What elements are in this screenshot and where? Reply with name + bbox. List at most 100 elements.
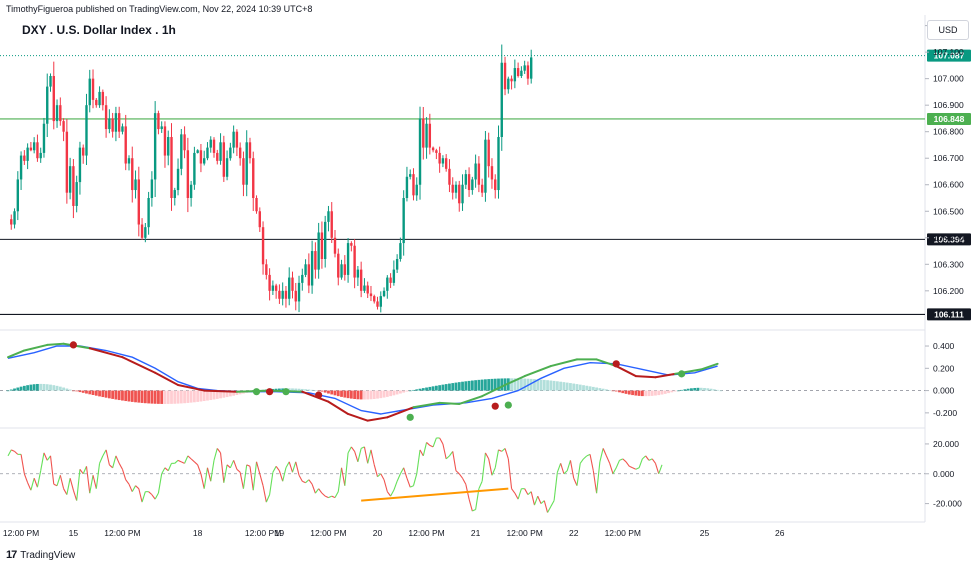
time-tick-label: 12:00 PM [310, 528, 346, 538]
footer-brand[interactable]: 17 TradingView [6, 549, 75, 561]
osc-line-segment [419, 449, 424, 457]
osc-line-segment [157, 473, 163, 494]
osc-line-segment [393, 481, 398, 491]
candle-body [216, 152, 219, 161]
osc-line-segment [72, 490, 78, 501]
macd-histogram-bar [680, 389, 684, 391]
macd-cross-dot [315, 391, 323, 399]
macd-histogram-bar [78, 390, 82, 393]
osc-line-segment [511, 488, 516, 494]
osc-line-segment [354, 451, 359, 462]
osc-line-segment [30, 478, 35, 491]
osc-line-segment [373, 464, 379, 477]
osc-line-segment [213, 448, 218, 461]
candle-body [186, 150, 190, 198]
candle-body [376, 301, 379, 307]
osc-line-segment [592, 470, 598, 494]
osc-line-segment [527, 491, 532, 496]
osc-line-segment [334, 491, 339, 498]
currency-label[interactable]: USD [927, 20, 969, 40]
osc-line-segment [537, 495, 542, 504]
macd-histogram-bar [278, 388, 281, 391]
osc-line-segment [112, 455, 117, 468]
candle-body [121, 126, 124, 132]
candle-body [199, 150, 203, 164]
candle-body [271, 285, 275, 291]
osc-line-segment [396, 473, 401, 482]
candle-body [62, 121, 65, 132]
candle-body [471, 179, 474, 191]
macd-histogram-bar [111, 390, 115, 399]
macd-histogram-bar [712, 389, 716, 391]
candle-body [88, 78, 91, 106]
macd-histogram-bar [183, 390, 186, 404]
osc-line-segment [265, 494, 271, 503]
candle-body [317, 232, 320, 270]
time-tick-label: 19 [275, 528, 285, 538]
macd-histogram-bar [45, 384, 49, 391]
osc-line-segment [642, 455, 647, 460]
candle-body [523, 65, 526, 71]
candle-body [363, 285, 366, 291]
osc-line-segment [596, 461, 601, 494]
candle-body [382, 290, 386, 297]
osc-line-segment [543, 500, 549, 513]
osc-line-segment [295, 461, 300, 476]
macd-tick-label: -0.200 [933, 408, 957, 418]
brand-name: TradingView [20, 549, 76, 561]
macd-histogram-bar [366, 390, 370, 400]
macd-histogram-bar [6, 390, 10, 392]
chart-title[interactable]: DXY . U.S. Dollar Index . 1h [22, 23, 176, 37]
candle-body [444, 158, 448, 169]
macd-line-segment [366, 416, 389, 422]
candle-body [350, 243, 353, 246]
macd-line-segment [88, 347, 124, 359]
osc-line-segment [36, 470, 42, 488]
candle-body [170, 137, 173, 198]
osc-line-segment [357, 448, 362, 462]
candle-body [418, 118, 422, 185]
osc-line-segment [648, 458, 653, 461]
osc-line-segment [46, 455, 51, 461]
macd-histogram-bar [196, 390, 200, 402]
macd-histogram-bar [421, 388, 425, 391]
osc-line-segment [148, 491, 153, 496]
macd-histogram-bar [294, 388, 298, 391]
macd-histogram-bar [497, 378, 500, 391]
macd-histogram-bar [333, 390, 337, 396]
macd-histogram-bar [176, 390, 180, 404]
macd-histogram-bar [389, 390, 392, 397]
candle-body [330, 211, 333, 238]
macd-histogram-bar [408, 390, 412, 392]
macd-histogram-bar [166, 390, 170, 404]
candle-body [373, 296, 376, 302]
candle-body [454, 184, 458, 193]
macd-histogram-bar [219, 390, 222, 399]
candle-body [314, 251, 317, 270]
macd-cross-dot [282, 388, 290, 396]
candle-body [435, 150, 438, 153]
osc-line-segment [311, 484, 316, 494]
macd-histogram-bar [42, 383, 46, 391]
candle-body [235, 131, 239, 148]
candle-body [359, 269, 363, 291]
candle-body [513, 68, 517, 82]
macd-histogram-bar [634, 390, 638, 396]
macd-line-segment [203, 389, 238, 393]
macd-histogram-bar [477, 379, 481, 391]
candle-body [196, 150, 199, 153]
candle-body [284, 290, 288, 299]
macd-histogram-bar [323, 390, 327, 393]
candle-body [494, 179, 497, 191]
candle-body [124, 126, 127, 164]
macd-histogram-bar [660, 390, 664, 395]
osc-line-segment [92, 475, 97, 489]
macd-histogram-bar [448, 383, 451, 391]
candle-body [117, 113, 121, 132]
osc-line-segment [210, 460, 215, 482]
candle-body [320, 232, 324, 259]
time-tick-label: 12:00 PM [605, 528, 641, 538]
macd-histogram-bar [235, 390, 239, 395]
candle-body [337, 253, 340, 278]
osc-line-segment [645, 455, 650, 461]
